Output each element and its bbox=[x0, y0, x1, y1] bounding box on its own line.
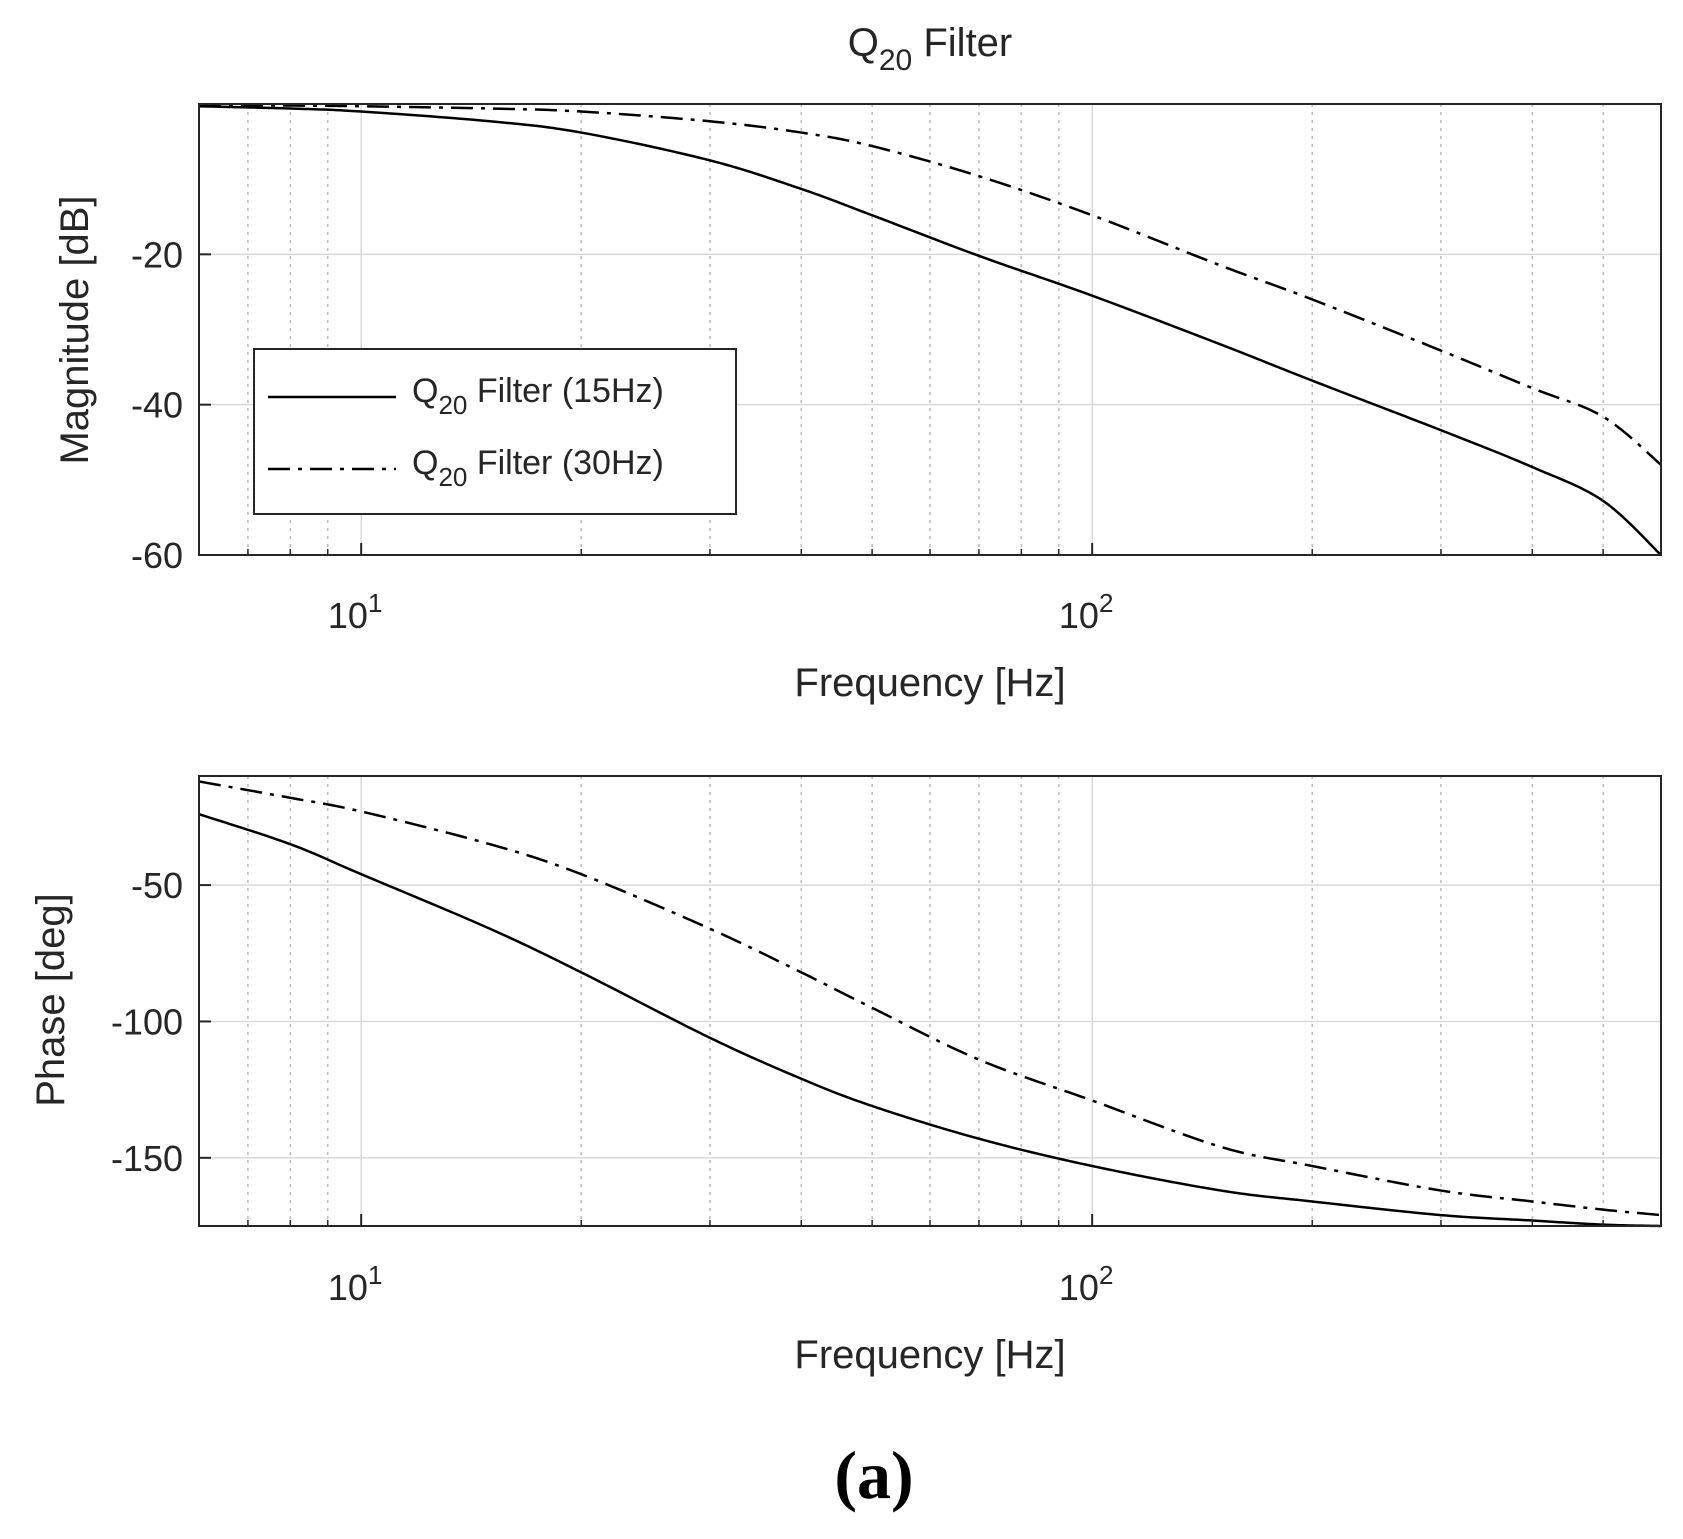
magnitude-y-tick-label: -40 bbox=[131, 385, 183, 426]
magnitude-ylabel: Magnitude [dB] bbox=[53, 195, 97, 464]
phase-y-tick-label: -100 bbox=[111, 1001, 183, 1042]
phase-y-tick-label: -50 bbox=[131, 865, 183, 906]
magnitude-series-15hz bbox=[198, 105, 1662, 556]
phase-grid bbox=[199, 776, 1661, 1226]
magnitude-x-tick-label: 101 bbox=[328, 588, 383, 636]
phase-ylabel: Phase [deg] bbox=[29, 893, 73, 1107]
phase-plot: 101 102 -150 -100 -50 Frequency [Hz] Phase [… bbox=[29, 775, 1662, 1377]
phase-y-tick-label: -150 bbox=[111, 1138, 183, 1179]
phase-series bbox=[198, 780, 1662, 1228]
magnitude-x-tick-label: 102 bbox=[1059, 588, 1114, 636]
magnitude-series-30hz bbox=[198, 103, 1662, 466]
magnitude-y-tick-label: -60 bbox=[131, 535, 183, 576]
phase-series-30hz bbox=[198, 780, 1662, 1217]
magnitude-series bbox=[198, 103, 1662, 556]
magnitude-plot: 101 102 -60 -40 -20 Q20 Filter Frequency [Hz… bbox=[53, 21, 1662, 705]
legend-box bbox=[253, 348, 737, 515]
magnitude-grid bbox=[199, 104, 1661, 555]
legend: Q20 Filter (15Hz) Q20 Filter (30Hz) bbox=[253, 348, 737, 515]
phase-series-15hz bbox=[198, 812, 1662, 1228]
legend-entry-30hz: Q20 Filter (30Hz) bbox=[412, 444, 664, 492]
phase-x-tick-label: 101 bbox=[328, 1260, 383, 1308]
magnitude-ticks: 101 102 -60 -40 -20 bbox=[131, 234, 1604, 636]
legend-entry-15hz: Q20 Filter (15Hz) bbox=[412, 372, 664, 420]
phase-x-tick-label: 102 bbox=[1059, 1260, 1114, 1308]
figure-caption: (a) bbox=[834, 1437, 913, 1513]
phase-ticks: 101 102 -150 -100 -50 bbox=[111, 865, 1604, 1308]
phase-xlabel: Frequency [Hz] bbox=[794, 1333, 1065, 1377]
magnitude-xlabel: Frequency [Hz] bbox=[794, 661, 1065, 705]
magnitude-title: Q20 Filter bbox=[848, 21, 1013, 77]
magnitude-y-tick-label: -20 bbox=[131, 234, 183, 275]
